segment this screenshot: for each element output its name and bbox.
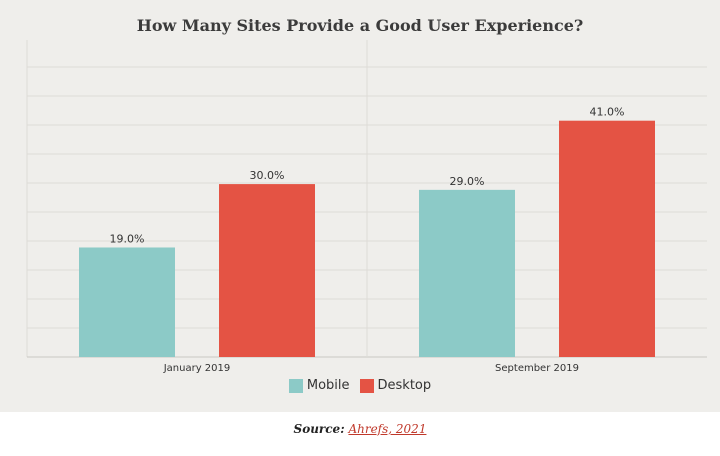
data-label-desktop-0: 30.0% (250, 169, 285, 182)
bar-mobile-0 (79, 247, 175, 357)
bar-chart: 19.0% 30.0% January 2019 29.0% 41.0% Septembe… (26, 40, 707, 374)
source-prefix: Source: (293, 422, 345, 436)
source-link[interactable]: Ahrefs, 2021 (348, 422, 427, 436)
bar-desktop-1 (559, 120, 655, 357)
legend-label-desktop: Desktop (377, 378, 432, 393)
legend-label-mobile: Mobile (306, 378, 350, 393)
bar-desktop-0 (219, 184, 315, 357)
source-line: Source: Ahrefs, 2021 (0, 422, 720, 436)
category-label-0: January 2019 (163, 363, 231, 374)
legend-swatch-mobile (288, 378, 303, 393)
chart-title: How Many Sites Provide a Good User Exper… (136, 16, 584, 35)
legend-item-mobile[interactable]: Mobile (288, 378, 350, 393)
legend-swatch-desktop (359, 378, 374, 393)
bar-mobile-1 (419, 189, 515, 357)
chart-legend: Mobile Desktop (0, 378, 720, 393)
chart-panel: How Many Sites Provide a Good User Exper… (0, 0, 720, 412)
data-label-mobile-1: 29.0% (450, 175, 485, 188)
category-label-1: September 2019 (495, 363, 579, 374)
data-label-desktop-1: 41.0% (590, 106, 625, 119)
legend-item-desktop[interactable]: Desktop (359, 378, 432, 393)
data-label-mobile-0: 19.0% (110, 232, 145, 245)
